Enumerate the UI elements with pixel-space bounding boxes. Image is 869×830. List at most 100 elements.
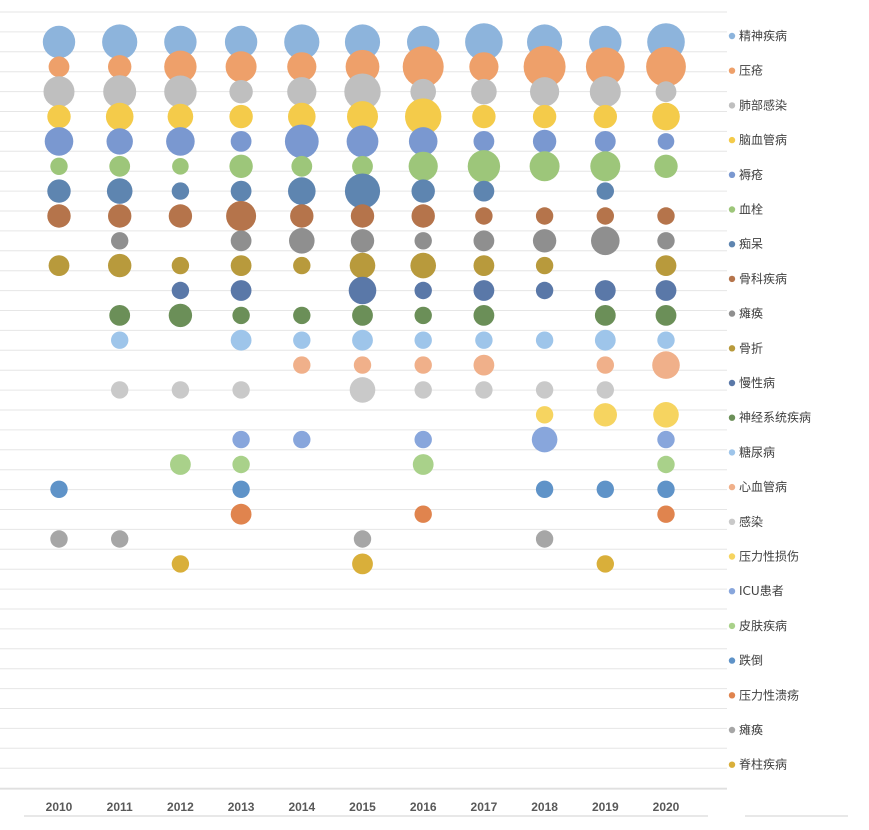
bubble-2015 xyxy=(345,49,380,84)
bubble-2015 xyxy=(347,101,378,133)
legend-marker xyxy=(728,275,736,283)
legend-label: 压力性损伤 xyxy=(739,550,799,564)
bubble-2018 xyxy=(535,331,554,349)
bubble-2017 xyxy=(473,131,495,152)
bubble-2011 xyxy=(111,331,129,349)
bubble-2020 xyxy=(657,480,675,498)
legend-marker xyxy=(728,171,736,178)
bubble-2010 xyxy=(48,255,70,276)
bubble-2013 xyxy=(230,255,252,276)
bubble-2013 xyxy=(232,480,250,498)
bubble-2020 xyxy=(653,402,679,428)
legend-label: 精神疾病 xyxy=(739,28,787,43)
legend-label: 脊柱疾病 xyxy=(739,757,787,772)
bubble-2015 xyxy=(352,305,373,326)
legend-marker xyxy=(728,657,736,664)
bubble-2013 xyxy=(230,329,252,351)
bubble-2011 xyxy=(111,232,129,250)
bubble-2011 xyxy=(108,204,132,228)
bubble-2019 xyxy=(594,131,616,152)
bubble-2014 xyxy=(293,331,311,349)
legend-marker xyxy=(728,102,736,109)
bubble-2015 xyxy=(352,329,373,351)
legend-label: 心血管病 xyxy=(739,479,787,494)
bubble-2020 xyxy=(657,430,675,449)
bubble-2017 xyxy=(467,150,501,183)
bubble-2014 xyxy=(289,228,315,254)
bubble-2012 xyxy=(167,103,194,130)
bubble-2015 xyxy=(349,377,376,403)
legend-label: 皮肤疾病 xyxy=(739,618,787,633)
bubble-2018 xyxy=(535,480,554,498)
legend-label: 感染 xyxy=(739,514,763,529)
legend-marker xyxy=(728,726,736,734)
bubble-2016 xyxy=(410,252,437,279)
bubble-2018 xyxy=(531,426,558,453)
bubble-2019 xyxy=(593,403,617,427)
bubble-2010 xyxy=(50,530,68,548)
bubble-2013 xyxy=(224,25,258,59)
bubble-2016 xyxy=(414,381,432,399)
bubble-2016 xyxy=(414,281,432,300)
x-tick-label: 2020 xyxy=(653,800,680,814)
bubble-2010 xyxy=(50,157,68,175)
bubble-2018 xyxy=(532,104,557,129)
bubble-2016 xyxy=(411,179,435,203)
legend-marker xyxy=(728,692,736,699)
bubble-2014 xyxy=(284,24,320,60)
legend-marker xyxy=(728,553,736,560)
bubble-2012 xyxy=(172,158,189,175)
bubble-2011 xyxy=(103,75,137,109)
bubble-2018 xyxy=(532,229,557,253)
bubble-2016 xyxy=(414,356,432,374)
bubble-2015 xyxy=(348,276,377,305)
bubble-2014 xyxy=(287,52,317,82)
legend-label: 痴呆 xyxy=(739,236,763,251)
bubble-2012 xyxy=(164,75,197,108)
bubble-2016 xyxy=(412,454,434,475)
x-tick-label: 2011 xyxy=(107,800,133,814)
legend-marker xyxy=(728,67,736,74)
bubble-2017 xyxy=(472,104,496,129)
bubble-2018 xyxy=(530,77,560,107)
bubble-2019 xyxy=(596,555,614,573)
x-tick-label: 2019 xyxy=(592,800,619,814)
bubble-2016 xyxy=(408,127,438,156)
bubble-2019 xyxy=(594,280,616,301)
x-tick-label: 2014 xyxy=(288,800,315,814)
bubble-2012 xyxy=(171,182,190,200)
bubble-2020 xyxy=(652,102,680,131)
bubble-2012 xyxy=(164,50,197,83)
bubble-2017 xyxy=(473,230,495,252)
bubble-2018 xyxy=(535,530,554,548)
x-tick-label: 2015 xyxy=(349,800,376,814)
legend-label: 瘫痪 xyxy=(739,722,763,737)
bubble-2014 xyxy=(291,155,313,177)
x-tick-label: 2013 xyxy=(228,800,255,814)
bubble-2020 xyxy=(657,505,675,523)
bubble-2017 xyxy=(473,255,495,276)
bubble-2018 xyxy=(535,256,554,275)
legend-label: 肺部感染 xyxy=(739,97,787,112)
bubble-2012 xyxy=(171,381,190,399)
bubble-2012 xyxy=(168,204,193,228)
bubble-2019 xyxy=(594,305,616,326)
legend-marker xyxy=(728,449,736,456)
bubble-2013 xyxy=(225,51,257,83)
bubble-2010 xyxy=(42,25,76,59)
bubble-2020 xyxy=(655,81,677,103)
bubble-2015 xyxy=(352,553,373,575)
bubble-2013 xyxy=(229,80,253,104)
bubble-2020 xyxy=(654,154,678,178)
bubble-2016 xyxy=(414,232,432,250)
legend-label: 糖尿病 xyxy=(739,444,775,459)
bubble-2019 xyxy=(596,182,614,200)
bubble-2016 xyxy=(414,430,432,449)
bubble-2018 xyxy=(532,129,557,154)
x-tick-label: 2010 xyxy=(46,800,73,814)
bubble-2014 xyxy=(293,306,311,325)
bubble-2020 xyxy=(657,232,675,250)
bubble-2020 xyxy=(655,280,677,301)
bubble-2012 xyxy=(171,256,190,275)
bubble-2015 xyxy=(349,252,376,279)
